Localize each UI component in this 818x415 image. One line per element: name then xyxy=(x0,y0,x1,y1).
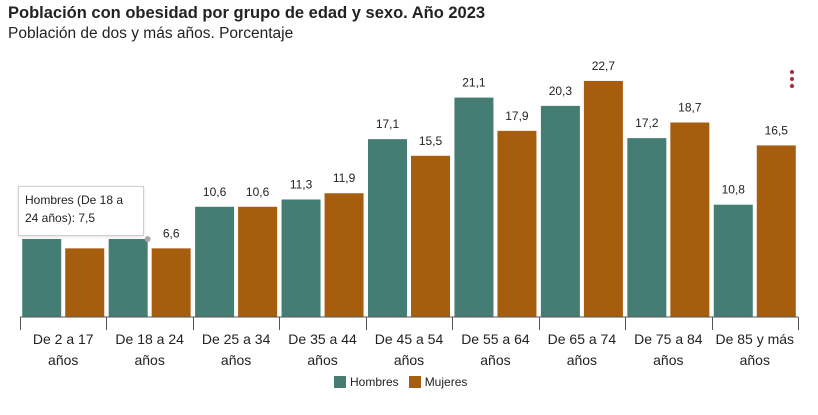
data-label: 22,7 xyxy=(592,59,616,73)
bar-mujeres-2[interactable] xyxy=(238,206,278,317)
x-tick-label: años xyxy=(740,352,770,368)
x-tick-label: años xyxy=(567,352,597,368)
tooltip-anchor-dot xyxy=(144,236,151,242)
x-tick-label: De 25 a 34 xyxy=(202,331,271,347)
x-tick-label: años xyxy=(134,352,164,368)
tooltip: Hombres (De 18 a 24 años): 7,5 xyxy=(18,186,144,236)
legend-item-mujeres[interactable]: Mujeres xyxy=(408,375,468,389)
chart-subtitle: Población de dos y más años. Porcentaje xyxy=(8,25,294,42)
bar-hombres-4[interactable] xyxy=(368,139,407,317)
x-tick-label: De 65 a 74 xyxy=(548,331,617,347)
bar-mujeres-7[interactable] xyxy=(670,122,710,318)
data-label: 17,2 xyxy=(635,116,659,130)
x-tick-label: De 55 a 64 xyxy=(461,331,530,347)
legend-label-mujeres: Mujeres xyxy=(424,375,468,389)
data-label: 17,9 xyxy=(505,109,529,123)
data-label: 21,1 xyxy=(462,76,486,90)
bar-mujeres-4[interactable] xyxy=(411,155,450,317)
bar-hombres-5[interactable] xyxy=(454,97,494,317)
legend: Hombres Mujeres xyxy=(334,375,477,389)
bar-hombres-8[interactable] xyxy=(713,204,753,317)
data-label: 15,5 xyxy=(419,134,443,148)
data-label: 11,3 xyxy=(290,177,313,191)
kebab-menu-icon[interactable] xyxy=(786,68,798,90)
legend-swatch-hombres xyxy=(334,376,346,388)
data-label: 16,5 xyxy=(765,123,789,137)
legend-swatch-mujeres xyxy=(408,376,421,388)
x-tick-label: De 35 a 44 xyxy=(288,331,357,347)
bar-hombres-1[interactable] xyxy=(108,239,148,317)
bar-mujeres-5[interactable] xyxy=(497,130,537,317)
legend-label-hombres: Hombres xyxy=(350,375,399,389)
bar-mujeres-6[interactable] xyxy=(583,80,623,317)
x-tick-label: años xyxy=(307,352,337,368)
x-tick-label: De 85 y más xyxy=(715,331,794,347)
data-label: 10,6 xyxy=(203,185,227,199)
bar-hombres-3[interactable] xyxy=(281,199,321,317)
x-tick-label: De 75 a 84 xyxy=(634,331,703,347)
data-label: 6,6 xyxy=(163,226,180,240)
bar-mujeres-0[interactable] xyxy=(65,248,105,317)
data-label: 17,1 xyxy=(376,117,400,131)
chart-title: Población con obesidad por grupo de edad… xyxy=(8,4,486,22)
x-tick-label: De 18 a 24 xyxy=(115,331,184,347)
bar-mujeres-3[interactable] xyxy=(324,193,364,317)
bar-hombres-2[interactable] xyxy=(195,206,235,317)
data-label: 11,9 xyxy=(333,171,356,185)
bar-mujeres-8[interactable] xyxy=(756,145,796,317)
bar-mujeres-1[interactable] xyxy=(151,248,191,317)
x-tick-label: De 2 a 17 xyxy=(33,331,94,347)
data-label: 10,8 xyxy=(722,183,746,197)
data-label: 20,3 xyxy=(549,84,573,98)
bar-hombres-0[interactable] xyxy=(22,239,62,317)
x-tick-label: años xyxy=(221,352,251,368)
bar-hombres-6[interactable] xyxy=(540,105,580,317)
x-tick-label: años xyxy=(394,352,424,368)
x-tick-label: años xyxy=(48,352,78,368)
x-tick-label: años xyxy=(480,352,510,368)
x-tick-label: años xyxy=(653,352,683,368)
bar-hombres-7[interactable] xyxy=(627,138,667,317)
data-label: 18,7 xyxy=(678,101,702,115)
x-tick-label: De 45 a 54 xyxy=(375,331,444,347)
legend-item-hombres[interactable]: Hombres xyxy=(334,375,399,389)
data-label: 10,6 xyxy=(246,185,270,199)
